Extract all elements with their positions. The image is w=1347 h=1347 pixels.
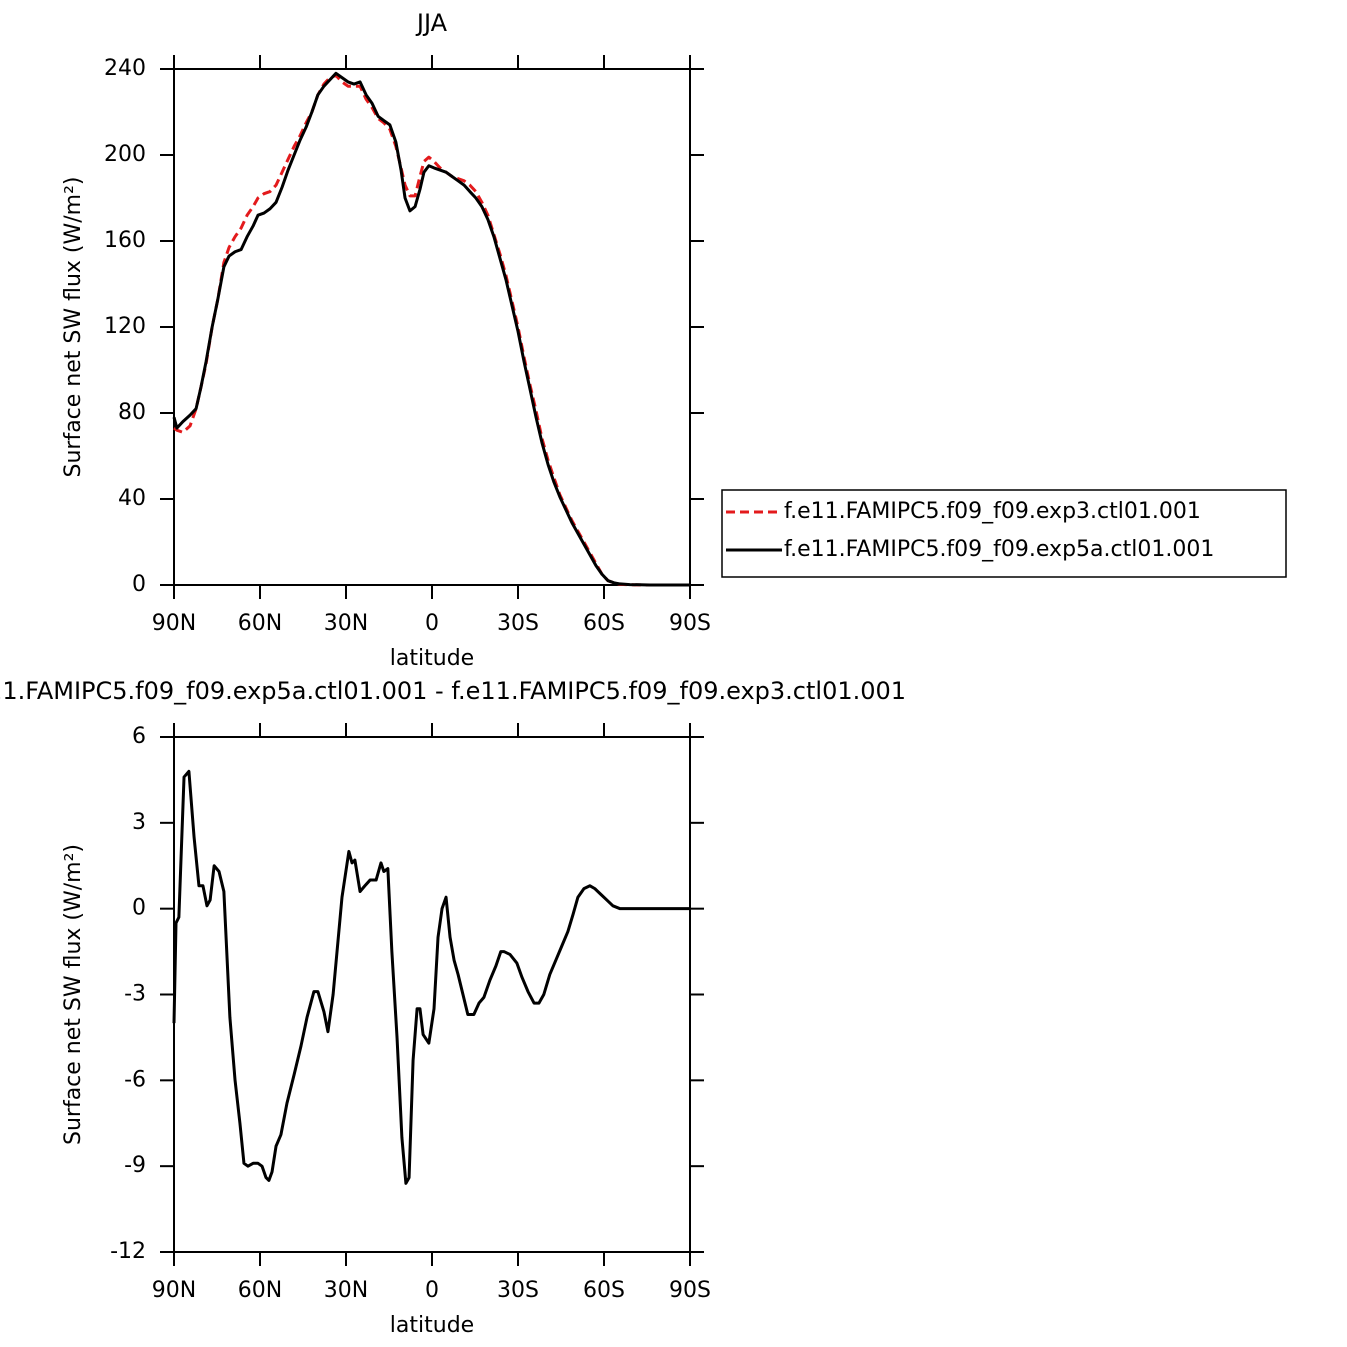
y-tick-label: 240 [104,56,146,81]
x-tick-label: 0 [425,1278,439,1303]
chart-title: JJA [415,9,448,37]
y-tick-label: 120 [104,314,146,339]
y-axis-label: Surface net SW flux (W/m²) [61,844,86,1145]
legend-label: f.e11.FAMIPC5.f09_f09.exp5a.ctl01.001 [784,537,1214,562]
x-tick-label: 0 [425,611,439,636]
y-tick-label: 80 [118,400,146,425]
data-line [173,73,690,587]
x-tick-label: 30S [497,1278,539,1303]
x-tick-label: 60S [583,1278,625,1303]
y-axis-label: Surface net SW flux (W/m²) [61,176,86,477]
chart-title: f.e11.FAMIPC5.f09_f09.exp5a.ctl01.001 - … [0,677,906,705]
x-tick-label: 90N [152,611,196,636]
y-tick-label: 0 [132,896,146,921]
x-tick-label: 60N [238,611,282,636]
x-axis-label: latitude [390,1313,474,1338]
y-tick-label: -12 [110,1239,146,1264]
legend-label: f.e11.FAMIPC5.f09_f09.exp3.ctl01.001 [784,499,1201,524]
x-tick-label: 90S [669,1278,711,1303]
y-tick-label: -9 [124,1153,146,1178]
x-tick-label: 90N [152,1278,196,1303]
data-line [172,71,690,587]
x-tick-label: 60N [238,1278,282,1303]
x-tick-label: 90S [669,611,711,636]
legend-box [721,489,1287,578]
plot-frame [173,736,691,1253]
y-tick-label: 3 [132,810,146,835]
y-tick-label: 200 [104,142,146,167]
y-tick-label: 0 [132,572,146,597]
y-tick-label: 160 [104,228,146,253]
data-line [172,769,690,1185]
x-axis-label: latitude [390,646,474,671]
y-tick-label: 40 [118,486,146,511]
y-tick-label: -6 [124,1067,146,1092]
plot-frame [173,68,691,586]
x-tick-label: 30S [497,611,539,636]
x-tick-label: 30N [324,1278,368,1303]
x-tick-label: 60S [583,611,625,636]
y-tick-label: 6 [132,724,146,749]
x-tick-label: 30N [324,611,368,636]
y-tick-label: -3 [124,982,146,1007]
